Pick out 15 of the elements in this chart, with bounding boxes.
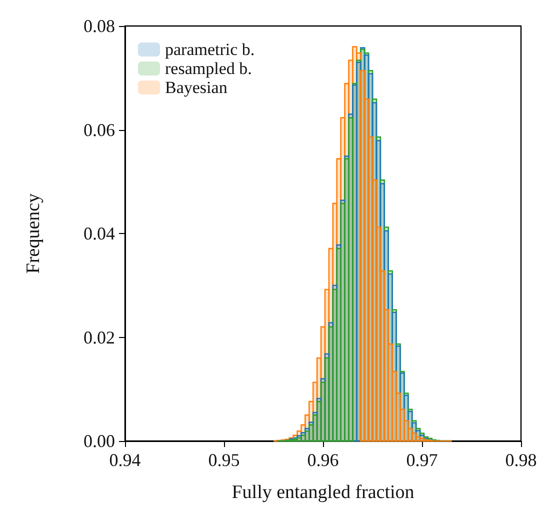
y-tick-label: 0.06: [84, 120, 115, 140]
x-tick-label: 0.94: [109, 450, 141, 470]
x-tick-label: 0.96: [307, 450, 339, 470]
y-tick-label: 0.02: [84, 327, 115, 348]
x-tick-label: 0.95: [208, 450, 240, 470]
y-tick-label: 0.00: [84, 431, 115, 451]
y-axis-title: Frequency: [23, 192, 44, 274]
legend-label: parametric b.: [165, 40, 255, 59]
legend-label: Bayesian: [165, 78, 228, 97]
y-tick-label: 0.04: [84, 224, 115, 244]
x-axis-title: Fully entangled fraction: [232, 482, 415, 503]
x-tick-label: 0.97: [406, 450, 438, 470]
legend-label: resampled b.: [165, 59, 252, 78]
x-tick-label: 0.98: [505, 450, 537, 470]
y-tick-label: 0.08: [84, 16, 115, 36]
